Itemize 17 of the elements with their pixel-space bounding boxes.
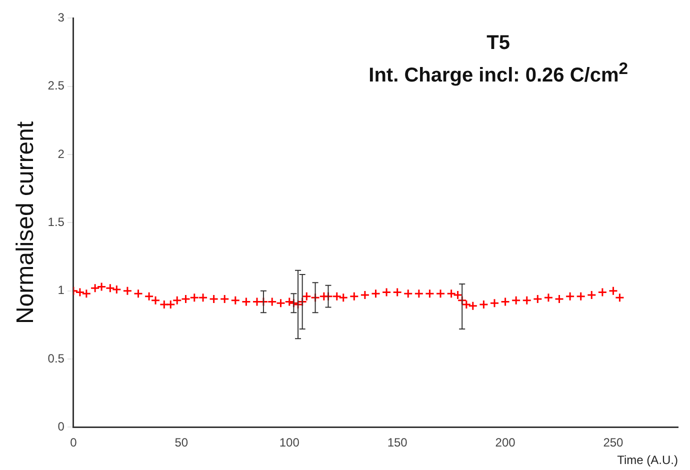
annotation: Int. Charge incl: 0.26 C/cm$^{2}$ — [368, 58, 628, 89]
y-axis-title: Normalised current — [12, 121, 40, 324]
y-tick-label: 2.5 — [48, 78, 65, 93]
y-tick-label: 1.5 — [48, 215, 65, 230]
y-tick-label: 0 — [58, 420, 65, 434]
x-axis-title: Time (A.U.) — [617, 453, 678, 468]
text: T5 — [486, 31, 511, 56]
y-tick-label: 2 — [58, 146, 65, 161]
x-tick-label: 150 — [387, 436, 408, 450]
x-tick-label: 200 — [495, 436, 516, 450]
x-tick-label: 50 — [174, 436, 188, 450]
y-tick-label: 1 — [58, 283, 65, 298]
x-tick-label: 250 — [603, 436, 624, 450]
y-tick-label: 3 — [58, 10, 65, 25]
y-tick-label: 0.5 — [48, 351, 65, 366]
x-tick-label: 100 — [279, 436, 300, 450]
x-tick-label: 0 — [70, 436, 78, 450]
